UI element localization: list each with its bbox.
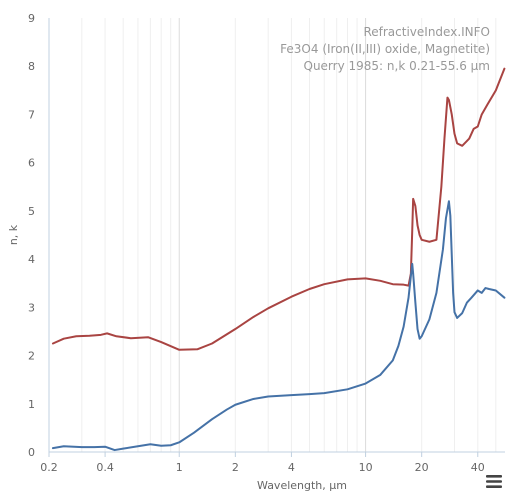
x-tick-label: 20 xyxy=(415,461,429,474)
series xyxy=(51,67,506,452)
series-line-n xyxy=(51,67,506,351)
annotations: RefractiveIndex.INFO Fe3O4 (Iron(II,III) … xyxy=(280,25,490,73)
y-tick-label: 4 xyxy=(28,253,35,266)
y-tick-label: 0 xyxy=(28,446,35,459)
x-tick-label: 0.4 xyxy=(96,461,114,474)
y-axis-title: n, k xyxy=(7,224,20,245)
x-tick-label: 2 xyxy=(232,461,239,474)
series-line-k xyxy=(51,200,506,452)
y-tick-label: 1 xyxy=(28,398,35,411)
y-tick-label: 5 xyxy=(28,205,35,218)
y-tick-label: 7 xyxy=(28,108,35,121)
x-tick-label: 10 xyxy=(359,461,373,474)
x-axis-title: Wavelength, µm xyxy=(257,479,347,492)
annotation-line: Querry 1985: n,k 0.21-55.6 µm xyxy=(304,59,491,73)
x-tick-label: 0.2 xyxy=(40,461,58,474)
y-tick-label: 8 xyxy=(28,60,35,73)
x-tick-label: 1 xyxy=(176,461,183,474)
menu-icon[interactable] xyxy=(486,474,503,489)
x-tick-label: 4 xyxy=(288,461,295,474)
y-tick-label: 3 xyxy=(28,301,35,314)
y-tick-label: 2 xyxy=(28,350,35,363)
x-tick-label: 40 xyxy=(471,461,485,474)
annotation-line: RefractiveIndex.INFO xyxy=(363,25,490,39)
y-tick-label: 6 xyxy=(28,157,35,170)
y-tick-label: 9 xyxy=(28,12,35,25)
axes: 0 1 2 3 4 5 6 7 8 9 0.2 0.4 1 2 4 10 20 40 Wavelength, µm n… xyxy=(7,12,505,492)
annotation-line: Fe3O4 (Iron(II,III) oxide, Magnetite) xyxy=(280,42,490,56)
grid xyxy=(48,18,497,452)
